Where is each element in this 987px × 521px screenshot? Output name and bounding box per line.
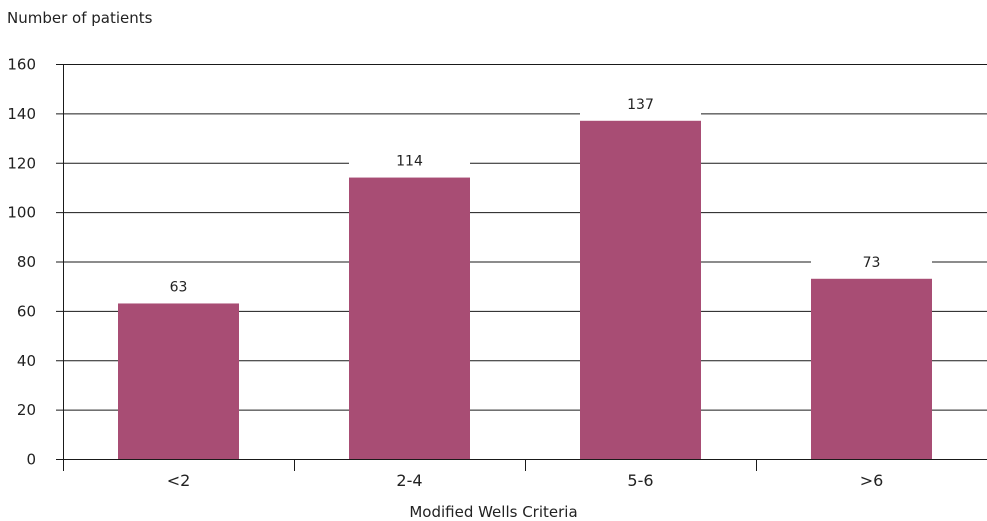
y-axis-title: Number of patients: [7, 9, 153, 27]
data-label-background: [580, 88, 701, 119]
y-tick-label: 120: [7, 154, 36, 172]
x-tick-label: >6: [860, 471, 884, 490]
data-label-background: [811, 246, 932, 277]
x-tick-label: <2: [167, 471, 191, 490]
bar: [580, 120, 701, 459]
y-tick-label: 140: [7, 105, 36, 123]
data-label-background: [349, 145, 470, 176]
y-tick-label: 0: [26, 451, 36, 469]
x-tick-label: 2-4: [396, 471, 422, 490]
bar: [811, 278, 932, 459]
data-label: 137: [627, 97, 654, 113]
bar: [118, 303, 239, 459]
data-label-background: [118, 271, 239, 302]
y-tick-label: 160: [7, 56, 36, 74]
y-tick-label: 20: [17, 401, 36, 419]
bar: [349, 177, 470, 459]
y-tick-label: 60: [17, 302, 36, 320]
data-label: 73: [863, 255, 881, 271]
y-tick-label: 80: [17, 253, 36, 271]
data-label: 114: [396, 154, 423, 170]
y-tick-label: 100: [7, 204, 36, 222]
y-tick-label: 40: [17, 352, 36, 370]
x-axis-title: Modified Wells Criteria: [409, 503, 578, 521]
x-tick-label: 5-6: [627, 471, 653, 490]
data-label: 63: [170, 279, 188, 295]
